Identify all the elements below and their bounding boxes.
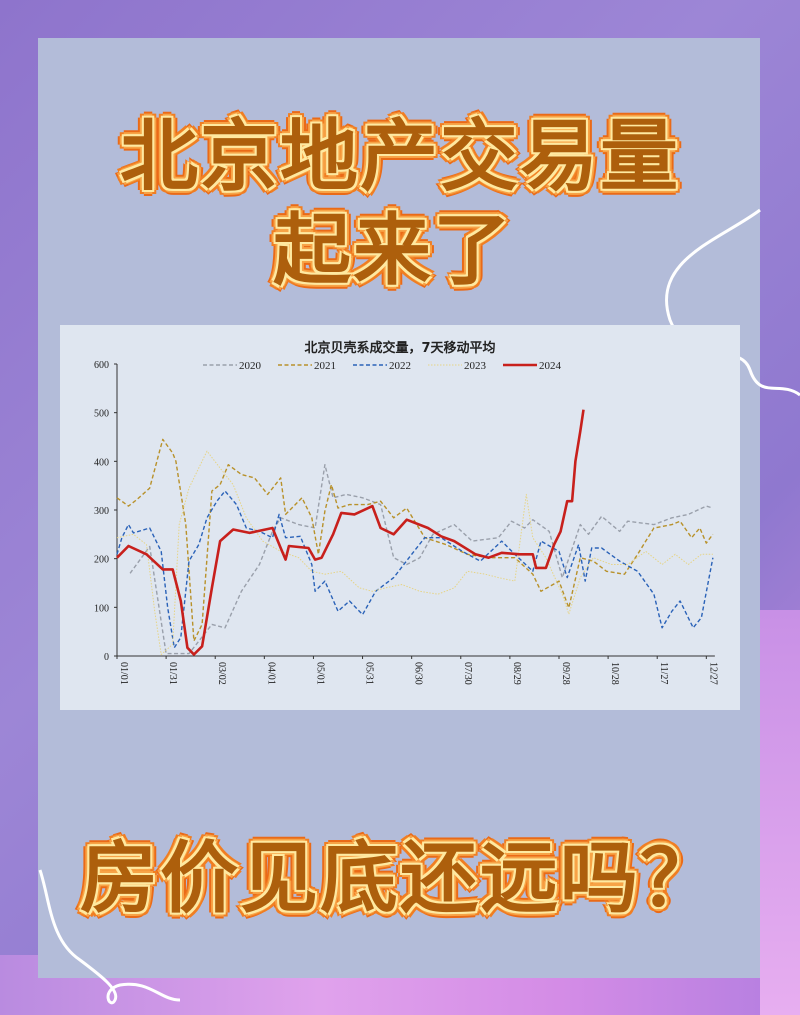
x-tick-label: 03/02 [216, 662, 227, 685]
legend-label-2020: 2020 [239, 360, 262, 372]
x-tick-label: 01/31 [167, 662, 178, 685]
y-tick-label: 0 [104, 652, 109, 663]
y-tick-label: 200 [94, 555, 109, 566]
x-tick-label: 01/01 [118, 662, 129, 685]
headline-line-2: 起来了 [272, 206, 513, 296]
y-tick-label: 100 [94, 603, 109, 614]
x-tick-label: 06/30 [413, 662, 424, 685]
y-tick-label: 500 [94, 409, 109, 420]
legend-label-2024: 2024 [539, 360, 562, 372]
y-tick-label: 600 [94, 360, 109, 371]
x-tick-label: 07/30 [462, 662, 473, 685]
x-tick-label: 12/27 [707, 662, 718, 685]
x-tick-label: 05/01 [314, 662, 325, 685]
legend-label-2021: 2021 [314, 360, 336, 372]
background-art-right [760, 610, 800, 1015]
series-line-2021 [116, 438, 714, 642]
series-line-2023 [116, 450, 713, 655]
x-tick-label: 10/28 [609, 662, 620, 685]
x-tick-label: 09/28 [560, 662, 571, 685]
headline-line-3: 房价见底还远吗？ [79, 834, 720, 924]
x-tick-label: 08/29 [511, 662, 522, 685]
series-line-2022 [116, 490, 714, 649]
headline-line-1: 北京地产交易量 [119, 112, 680, 202]
y-tick-label: 300 [94, 506, 109, 517]
legend-label-2023: 2023 [464, 360, 487, 372]
chart-canvas: 0 100 200 300 400 500 600 01/01 01/31 03/02 04/01 0… [94, 360, 718, 685]
x-tick-label: 11/27 [658, 662, 669, 684]
y-tick-label: 400 [94, 457, 109, 468]
series-line-2020 [129, 464, 714, 655]
series-line-2024 [116, 409, 585, 656]
x-tick-label: 04/01 [265, 662, 276, 685]
legend-label-2022: 2022 [389, 360, 411, 372]
x-tick-label: 05/31 [364, 662, 375, 685]
chart: 北京贝壳系成交量，7天移动平均 0 100 200 300 400 500 600 01/01… [60, 325, 740, 710]
chart-title: 北京贝壳系成交量，7天移动平均 [304, 341, 496, 356]
